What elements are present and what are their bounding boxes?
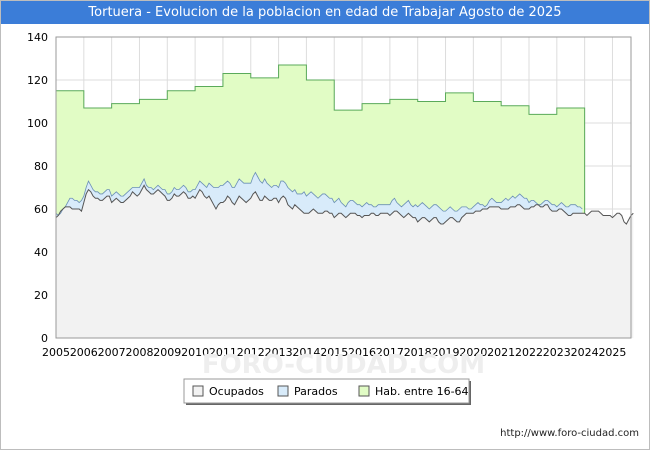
x-tick-label: 2011: [209, 346, 237, 359]
x-tick-label: 2022: [515, 346, 543, 359]
y-tick-label: 20: [34, 289, 48, 302]
y-tick-label: 140: [27, 31, 48, 44]
y-tick-label: 100: [27, 117, 48, 130]
data-areas: [55, 64, 634, 338]
legend-swatch: [358, 385, 370, 397]
y-tick-label: 40: [34, 246, 48, 259]
hab-line: [56, 64, 586, 214]
legend-label: Ocupados: [209, 385, 264, 398]
y-tick-label: 60: [34, 203, 48, 216]
x-tick-label: 2017: [376, 346, 404, 359]
x-tick-label: 2013: [265, 346, 293, 359]
x-tick-label: 2012: [237, 346, 265, 359]
x-tick-label: 2014: [292, 346, 320, 359]
watermark-text: FORO-CIUDAD.COM: [202, 350, 485, 380]
x-tick-label: 2010: [181, 346, 209, 359]
x-tick-label: 2008: [125, 346, 153, 359]
x-tick-label: 2009: [153, 346, 181, 359]
parados-line: [55, 171, 583, 216]
legend-swatch: [277, 385, 289, 397]
chart-title: Tortuera - Evolucion de la poblacion en …: [1, 1, 649, 24]
x-tick-label: 2019: [432, 346, 460, 359]
watermark: FORO-CIUDAD.COM: [202, 350, 485, 380]
x-tick-label: 2021: [487, 346, 515, 359]
x-tick-label: 2020: [459, 346, 487, 359]
x-tick-label: 2018: [404, 346, 432, 359]
x-tick-label: 2016: [348, 346, 376, 359]
legend-swatch: [192, 385, 204, 397]
y-tick-label: 80: [34, 160, 48, 173]
x-tick-label: 2006: [70, 346, 98, 359]
x-tick-label: 2015: [320, 346, 348, 359]
x-tick-label: 2024: [571, 346, 599, 359]
x-tick-label: 2025: [598, 346, 626, 359]
y-tick-label: 0: [41, 332, 48, 345]
x-tick-label: 2007: [98, 346, 126, 359]
plot-border: [55, 36, 632, 339]
ocupados-line: [55, 184, 634, 225]
legend: Ocupados Parados Hab. entre 16-64: [183, 378, 471, 405]
y-tick-label: 120: [27, 74, 48, 87]
legend-label: Hab. entre 16-64: [375, 385, 469, 398]
ocupados-area: [56, 185, 634, 338]
footer-url[interactable]: http://www.foro-ciudad.com: [500, 428, 639, 439]
x-tick-label: 2023: [543, 346, 571, 359]
legend-label: Parados: [294, 385, 338, 398]
legend-box: [183, 378, 470, 404]
x-tick-label: 2005: [42, 346, 70, 359]
